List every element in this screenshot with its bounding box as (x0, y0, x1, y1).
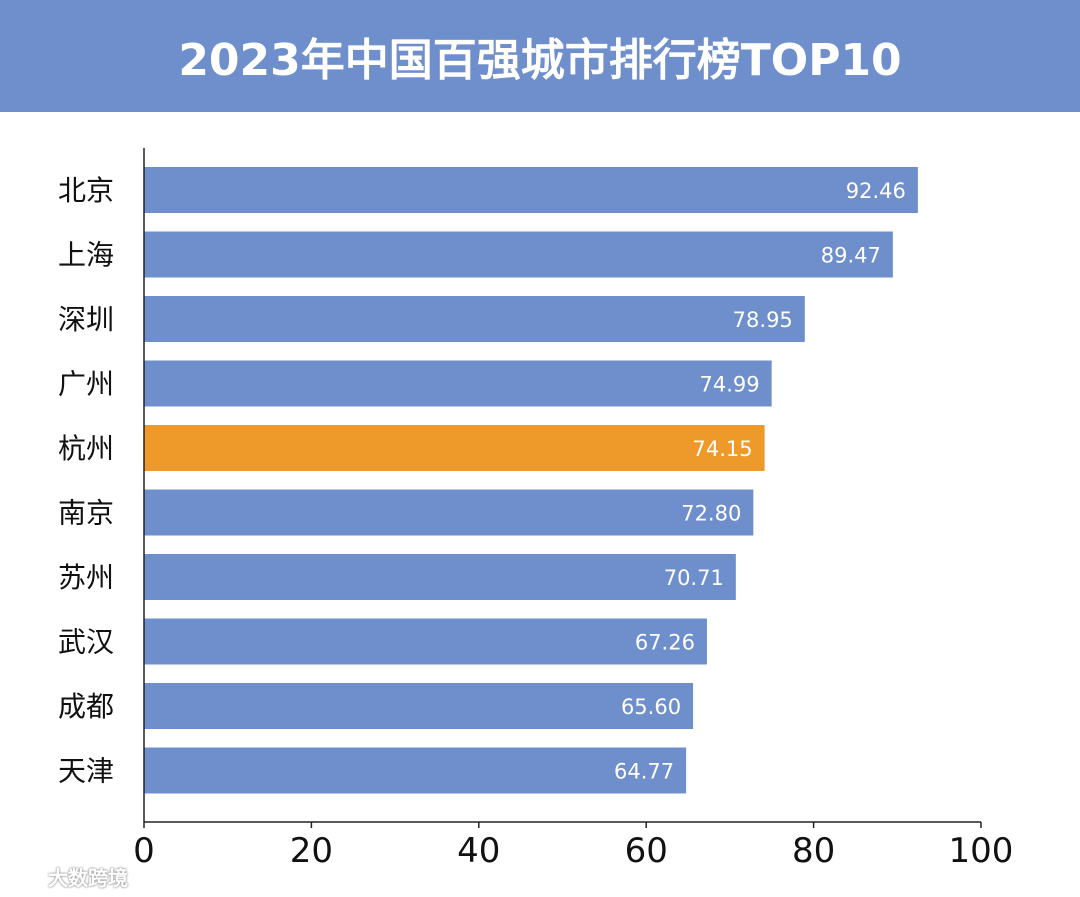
bar-1 (144, 167, 918, 213)
category-label-10: 天津 (58, 755, 114, 788)
value-label-8: 67.26 (635, 631, 695, 655)
bar-5 (144, 425, 765, 471)
watermark-text: 大数跨境 (48, 866, 128, 890)
chart-title: 2023年中国百强城市排行榜TOP10 (178, 35, 902, 86)
category-label-6: 南京 (58, 497, 114, 530)
x-tick-label-3: 40 (457, 831, 500, 871)
category-label-9: 成都 (58, 690, 114, 723)
category-label-2: 上海 (58, 239, 114, 272)
x-tick-label-4: 60 (625, 831, 668, 871)
bar-9 (144, 683, 694, 729)
value-label-9: 65.60 (621, 695, 681, 719)
value-label-3: 78.95 (733, 308, 793, 332)
category-label-3: 深圳 (58, 303, 114, 336)
category-label-4: 广州 (58, 368, 114, 401)
category-label-1: 北京 (58, 174, 114, 207)
value-label-10: 64.77 (614, 760, 674, 784)
watermark-logo-icon (9, 867, 42, 886)
bar-10 (144, 747, 687, 794)
x-tick-label-2: 20 (290, 831, 333, 871)
value-label-1: 92.46 (846, 179, 906, 203)
bar-8 (144, 618, 707, 665)
bar-3 (144, 296, 805, 342)
x-tick-label-6: 100 (949, 831, 1014, 871)
title-banner: 2023年中国百强城市排行榜TOP10 (0, 0, 1080, 112)
value-label-4: 74.99 (700, 373, 760, 397)
watermark: 大数跨境 (8, 862, 128, 891)
category-label-8: 武汉 (58, 626, 114, 659)
bar-2 (144, 231, 893, 278)
value-label-2: 89.47 (821, 244, 881, 268)
category-label-5: 杭州 (58, 432, 114, 465)
value-label-6: 72.80 (681, 502, 741, 526)
bar-7 (144, 554, 736, 600)
axes: 0 20 40 60 80 100 (133, 148, 1013, 871)
category-label-7: 苏州 (58, 561, 114, 594)
value-label-7: 70.71 (664, 566, 724, 590)
x-tick-label-5: 80 (792, 831, 835, 871)
value-label-5: 74.15 (693, 437, 753, 461)
bar-6 (144, 489, 754, 536)
bars-layer: 92.46 89.47 78.95 74.99 74.15 72.80 70.71 67.26… (144, 167, 918, 794)
x-tick-label-1: 0 (133, 831, 155, 871)
bar-4 (144, 360, 772, 407)
